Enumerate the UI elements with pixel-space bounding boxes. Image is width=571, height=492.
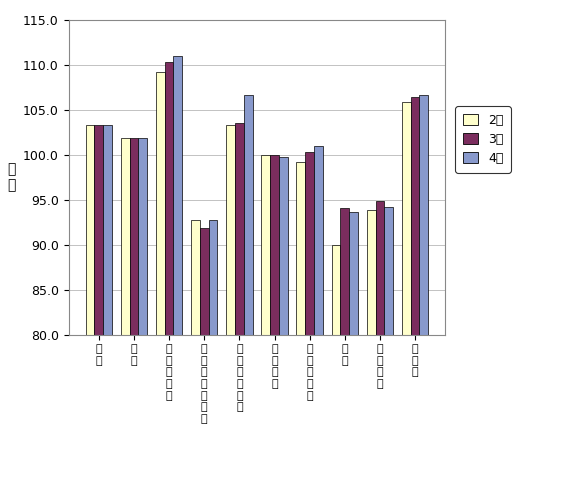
Bar: [121, 138, 130, 492]
Bar: [411, 97, 420, 492]
Bar: [376, 201, 384, 492]
Bar: [384, 207, 393, 492]
Bar: [235, 123, 244, 492]
Bar: [244, 95, 252, 492]
Bar: [402, 102, 411, 492]
Bar: [86, 125, 94, 492]
Bar: [164, 62, 174, 492]
Bar: [191, 220, 200, 492]
Y-axis label: 指
数: 指 数: [7, 162, 16, 192]
Bar: [270, 154, 279, 492]
Bar: [156, 72, 164, 492]
Bar: [296, 162, 305, 492]
Bar: [174, 56, 182, 492]
Bar: [279, 157, 288, 492]
Bar: [305, 152, 314, 492]
Bar: [420, 95, 428, 492]
Bar: [94, 125, 103, 492]
Bar: [262, 154, 270, 492]
Bar: [138, 138, 147, 492]
Bar: [103, 125, 112, 492]
Bar: [314, 146, 323, 492]
Bar: [367, 211, 376, 492]
Bar: [226, 125, 235, 492]
Bar: [332, 245, 340, 492]
Bar: [208, 220, 218, 492]
Bar: [349, 212, 358, 492]
Bar: [200, 228, 208, 492]
Bar: [340, 208, 349, 492]
Legend: 2月, 3月, 4月: 2月, 3月, 4月: [456, 106, 511, 173]
Bar: [130, 138, 138, 492]
